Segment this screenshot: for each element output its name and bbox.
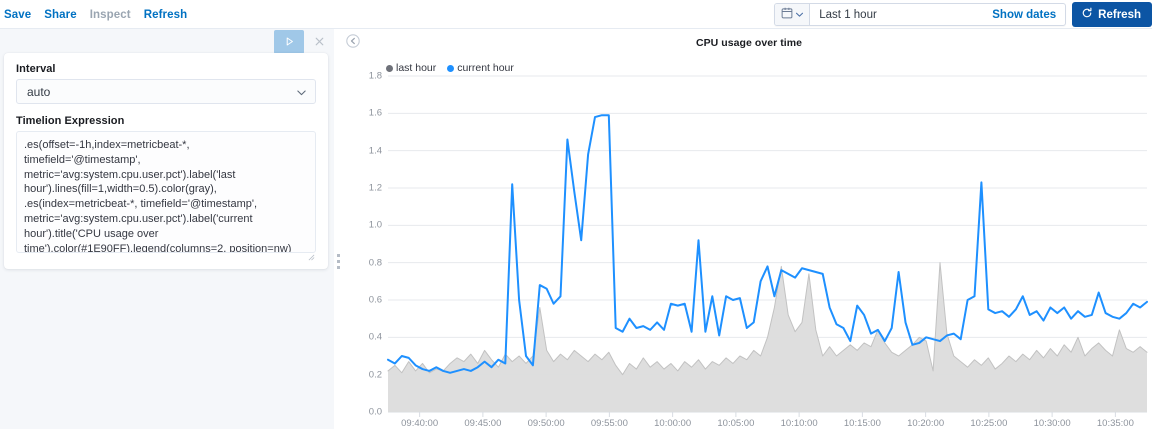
- y-axis-tick-label: 1.4: [368, 145, 382, 157]
- inspect-link[interactable]: Inspect: [89, 8, 131, 21]
- timelion-expression-label: Timelion Expression: [16, 115, 125, 127]
- time-controls: Last 1 hour Show dates Refresh: [774, 0, 1152, 29]
- chart-panel: CPU usage over time last hour current ho…: [346, 29, 1152, 429]
- y-axis-tick-label: 1.6: [368, 107, 382, 119]
- top-toolbar: Save Share Inspect Refresh: [0, 0, 1152, 29]
- chart-legend: last hour current hour: [386, 62, 514, 74]
- legend-item-current-hour[interactable]: current hour: [447, 62, 514, 74]
- y-axis-tick-label: 0.6: [368, 294, 382, 306]
- series-line-last-hour: [387, 262, 1148, 376]
- chevron-down-icon: [296, 87, 307, 101]
- x-axis-ticks: 09:40:00 09:45:00 09:50:00 09:55:00 10:00:00…: [346, 415, 1152, 429]
- toolbar-links: Save Share Inspect Refresh: [0, 0, 187, 29]
- legend-swatch: [447, 64, 455, 72]
- y-axis-tick-label: 1.2: [368, 182, 382, 194]
- series-line-current-hour: [387, 114, 1148, 374]
- y-axis-tick-label: 0.0: [368, 406, 382, 418]
- refresh-icon: [1081, 7, 1093, 22]
- y-axis-tick-label: 0.8: [368, 257, 382, 269]
- expression-panel-toolbar: [274, 29, 334, 55]
- date-picker[interactable]: Last 1 hour Show dates: [774, 3, 1067, 26]
- expression-panel: Interval auto Timelion Expression: [0, 29, 340, 429]
- expression-card: Interval auto Timelion Expression: [4, 53, 328, 269]
- panel-resize-handle[interactable]: [337, 254, 340, 269]
- timelion-expression-input[interactable]: [16, 131, 316, 253]
- x-axis-tick-label: 10:05:00: [717, 418, 755, 429]
- y-axis-ticks: 1.8 1.6 1.4 1.2 1.0 0.8 0.6 0.4 0.2 0.0: [354, 29, 382, 429]
- x-axis-tick-label: 09:55:00: [590, 418, 628, 429]
- x-axis-tick-label: 09:40:00: [401, 418, 439, 429]
- calendar-icon: [781, 6, 793, 24]
- date-quick-select-button[interactable]: [775, 4, 811, 25]
- x-axis-tick-label: 10:25:00: [970, 418, 1008, 429]
- interval-label: Interval: [16, 63, 56, 75]
- y-axis-tick-label: 1.0: [368, 219, 382, 231]
- x-axis-tick-label: 10:15:00: [843, 418, 881, 429]
- legend-label: current hour: [457, 62, 514, 74]
- refresh-button[interactable]: Refresh: [1072, 2, 1152, 27]
- x-axis-tick-label: 10:00:00: [654, 418, 692, 429]
- interval-select[interactable]: auto: [16, 79, 316, 104]
- date-range-value[interactable]: Last 1 hour: [819, 8, 877, 21]
- x-axis-tick-label: 10:35:00: [1096, 418, 1134, 429]
- show-dates-link[interactable]: Show dates: [992, 8, 1057, 21]
- save-link[interactable]: Save: [4, 8, 32, 21]
- legend-item-last-hour[interactable]: last hour: [386, 62, 436, 74]
- chart-title: CPU usage over time: [696, 37, 802, 49]
- play-icon: [284, 35, 295, 50]
- x-axis-tick-label: 10:30:00: [1033, 418, 1071, 429]
- plot-area[interactable]: 1.8 1.6 1.4 1.2 1.0 0.8 0.6 0.4 0.2 0.0 09:40:00 0…: [346, 29, 1152, 429]
- refresh-button-label: Refresh: [1098, 8, 1141, 21]
- legend-swatch: [386, 64, 393, 72]
- x-axis-tick-label: 10:20:00: [907, 418, 945, 429]
- close-icon: [314, 34, 325, 50]
- chart-svg: [387, 75, 1148, 417]
- y-axis-tick-label: 0.2: [368, 369, 382, 381]
- x-axis-tick-label: 10:10:00: [780, 418, 818, 429]
- interval-value: auto: [27, 84, 51, 99]
- refresh-link[interactable]: Refresh: [143, 8, 188, 21]
- x-axis-tick-label: 09:45:00: [464, 418, 502, 429]
- run-expression-button[interactable]: [274, 30, 304, 54]
- legend-label: last hour: [396, 62, 437, 74]
- y-axis-tick-label: 0.4: [368, 331, 382, 343]
- share-link[interactable]: Share: [44, 8, 77, 21]
- x-axis-tick-label: 09:50:00: [527, 418, 565, 429]
- y-axis-tick-label: 1.8: [368, 70, 382, 82]
- close-panel-button[interactable]: [304, 30, 334, 54]
- chevron-down-icon: [795, 6, 804, 24]
- collapse-left-icon[interactable]: [346, 34, 360, 48]
